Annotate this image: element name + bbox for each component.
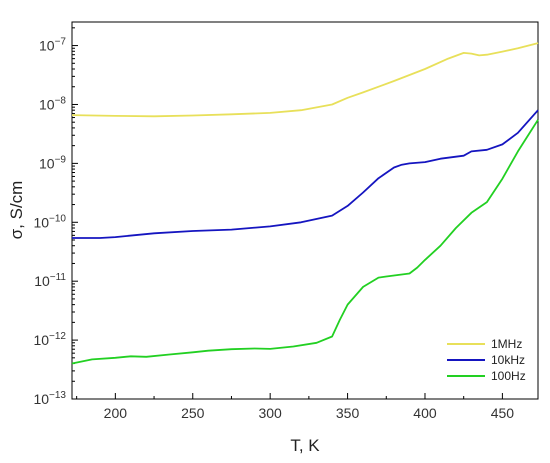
x-tick-label: 350 (336, 405, 360, 421)
series-line-100Hz (71, 119, 539, 365)
series-line-10kHz (72, 109, 539, 239)
x-tick-label: 200 (104, 405, 128, 421)
legend: 1MHz 10kHz 100Hz (447, 337, 526, 383)
y-axis-title: σ, S/cm (7, 181, 26, 240)
x-tick-label: 450 (491, 405, 515, 421)
y-tick-label: 10−12 (33, 331, 66, 348)
y-tick-label: 10−8 (39, 95, 66, 112)
y-tick-label: 10−11 (34, 272, 66, 289)
legend-label: 1MHz (491, 337, 522, 351)
y-axis: 10−13 10−12 10−11 10−10 10−9 10−8 10−7 (33, 27, 78, 407)
y-tick-label: 10−9 (39, 154, 66, 171)
x-tick-label: 300 (258, 405, 282, 421)
x-axis: 200 250 300 350 400 450 (76, 393, 515, 421)
x-tick-label: 250 (181, 405, 205, 421)
legend-label: 10kHz (491, 353, 525, 367)
plot-frame (71, 21, 539, 400)
y-tick-label: 10−10 (33, 213, 66, 230)
y-tick-label: 10−7 (39, 37, 66, 54)
series-layer (71, 42, 539, 365)
legend-label: 100Hz (491, 369, 526, 383)
series-line-1MHz (71, 42, 539, 118)
y-tick-label: 10−13 (33, 390, 66, 407)
x-axis-title: T, K (290, 436, 320, 455)
x-tick-label: 400 (413, 405, 437, 421)
